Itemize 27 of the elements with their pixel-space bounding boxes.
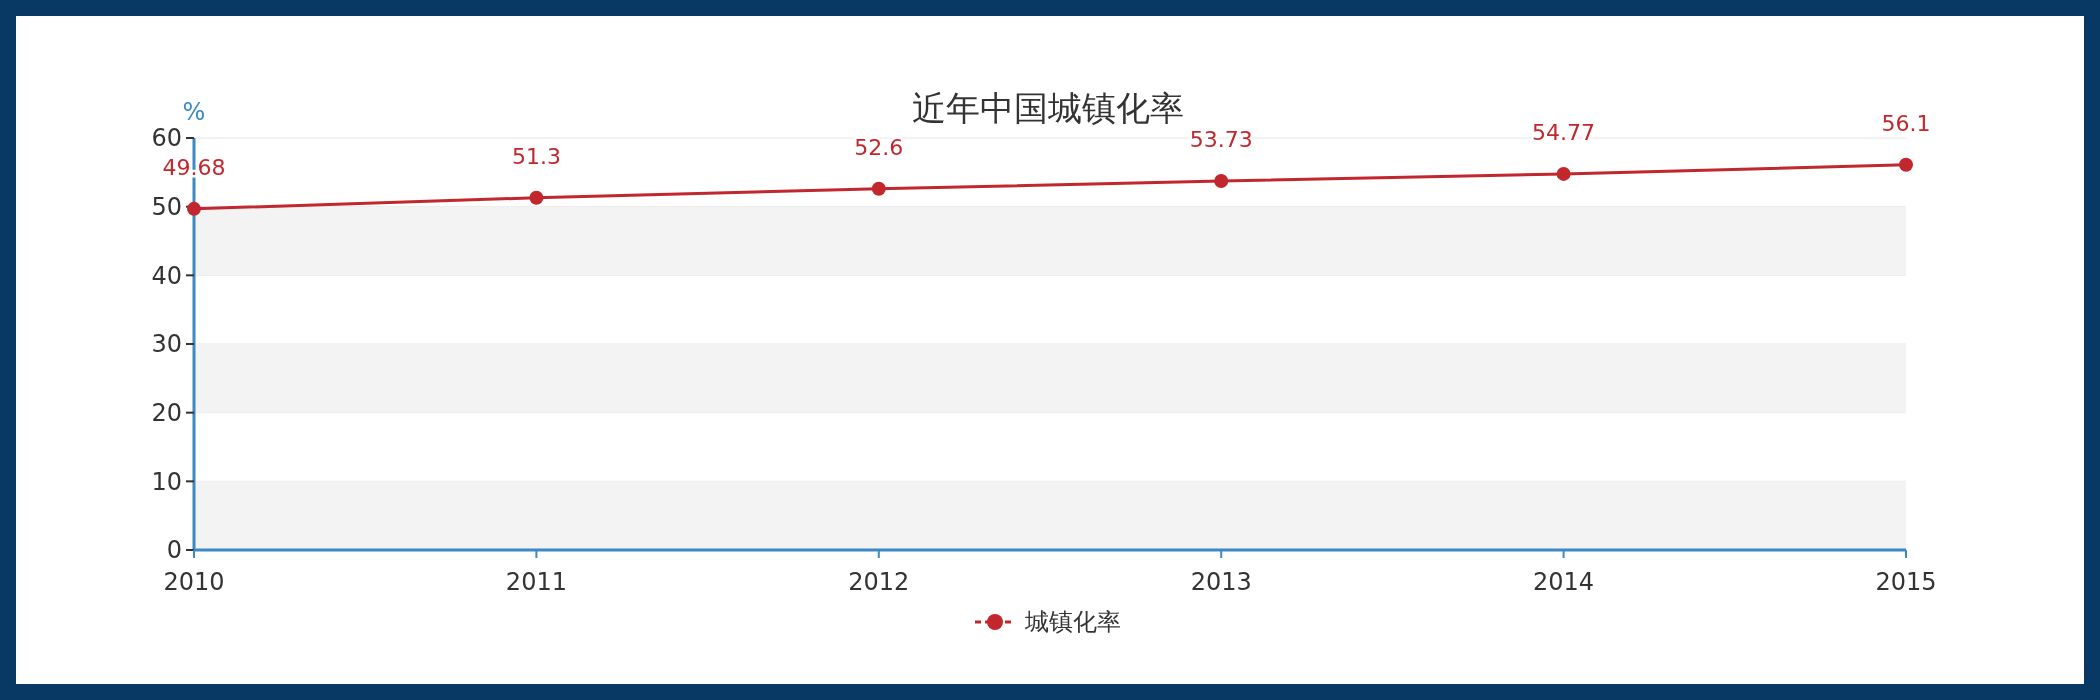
data-label: 56.1 [1881,110,1931,136]
point [871,181,886,196]
y-axis-title: % [182,98,206,126]
chart-title: 近年中国城镇化率 [912,88,1184,128]
data-label: 52.6 [854,134,904,160]
x-tick-label: 2013 [1190,568,1252,596]
point [1556,166,1571,181]
data-label: 54.77 [1532,119,1596,145]
legend-label: 城镇化率 [1024,608,1121,637]
x-tick-label: 2014 [1533,568,1595,596]
y-tick-label: 20 [151,399,182,428]
data-label: 51.3 [511,143,561,169]
y-tick-label: 60 [151,124,182,153]
point [529,190,544,205]
point [187,201,201,216]
point [1214,174,1229,189]
y-tick-label: 10 [151,467,182,496]
data-label: 53.73 [1189,127,1253,153]
x-tick-label: 2012 [848,568,910,596]
x-tick-label: 2015 [1875,568,1937,596]
point [1899,157,1913,172]
y-tick-label: 50 [151,193,182,222]
x-tick-label: 2011 [505,568,567,596]
x-tick-label: 2010 [163,568,225,596]
y-tick-label: 40 [151,261,182,290]
y-tick-label: 0 [166,536,182,565]
y-tick-label: 30 [151,330,182,359]
